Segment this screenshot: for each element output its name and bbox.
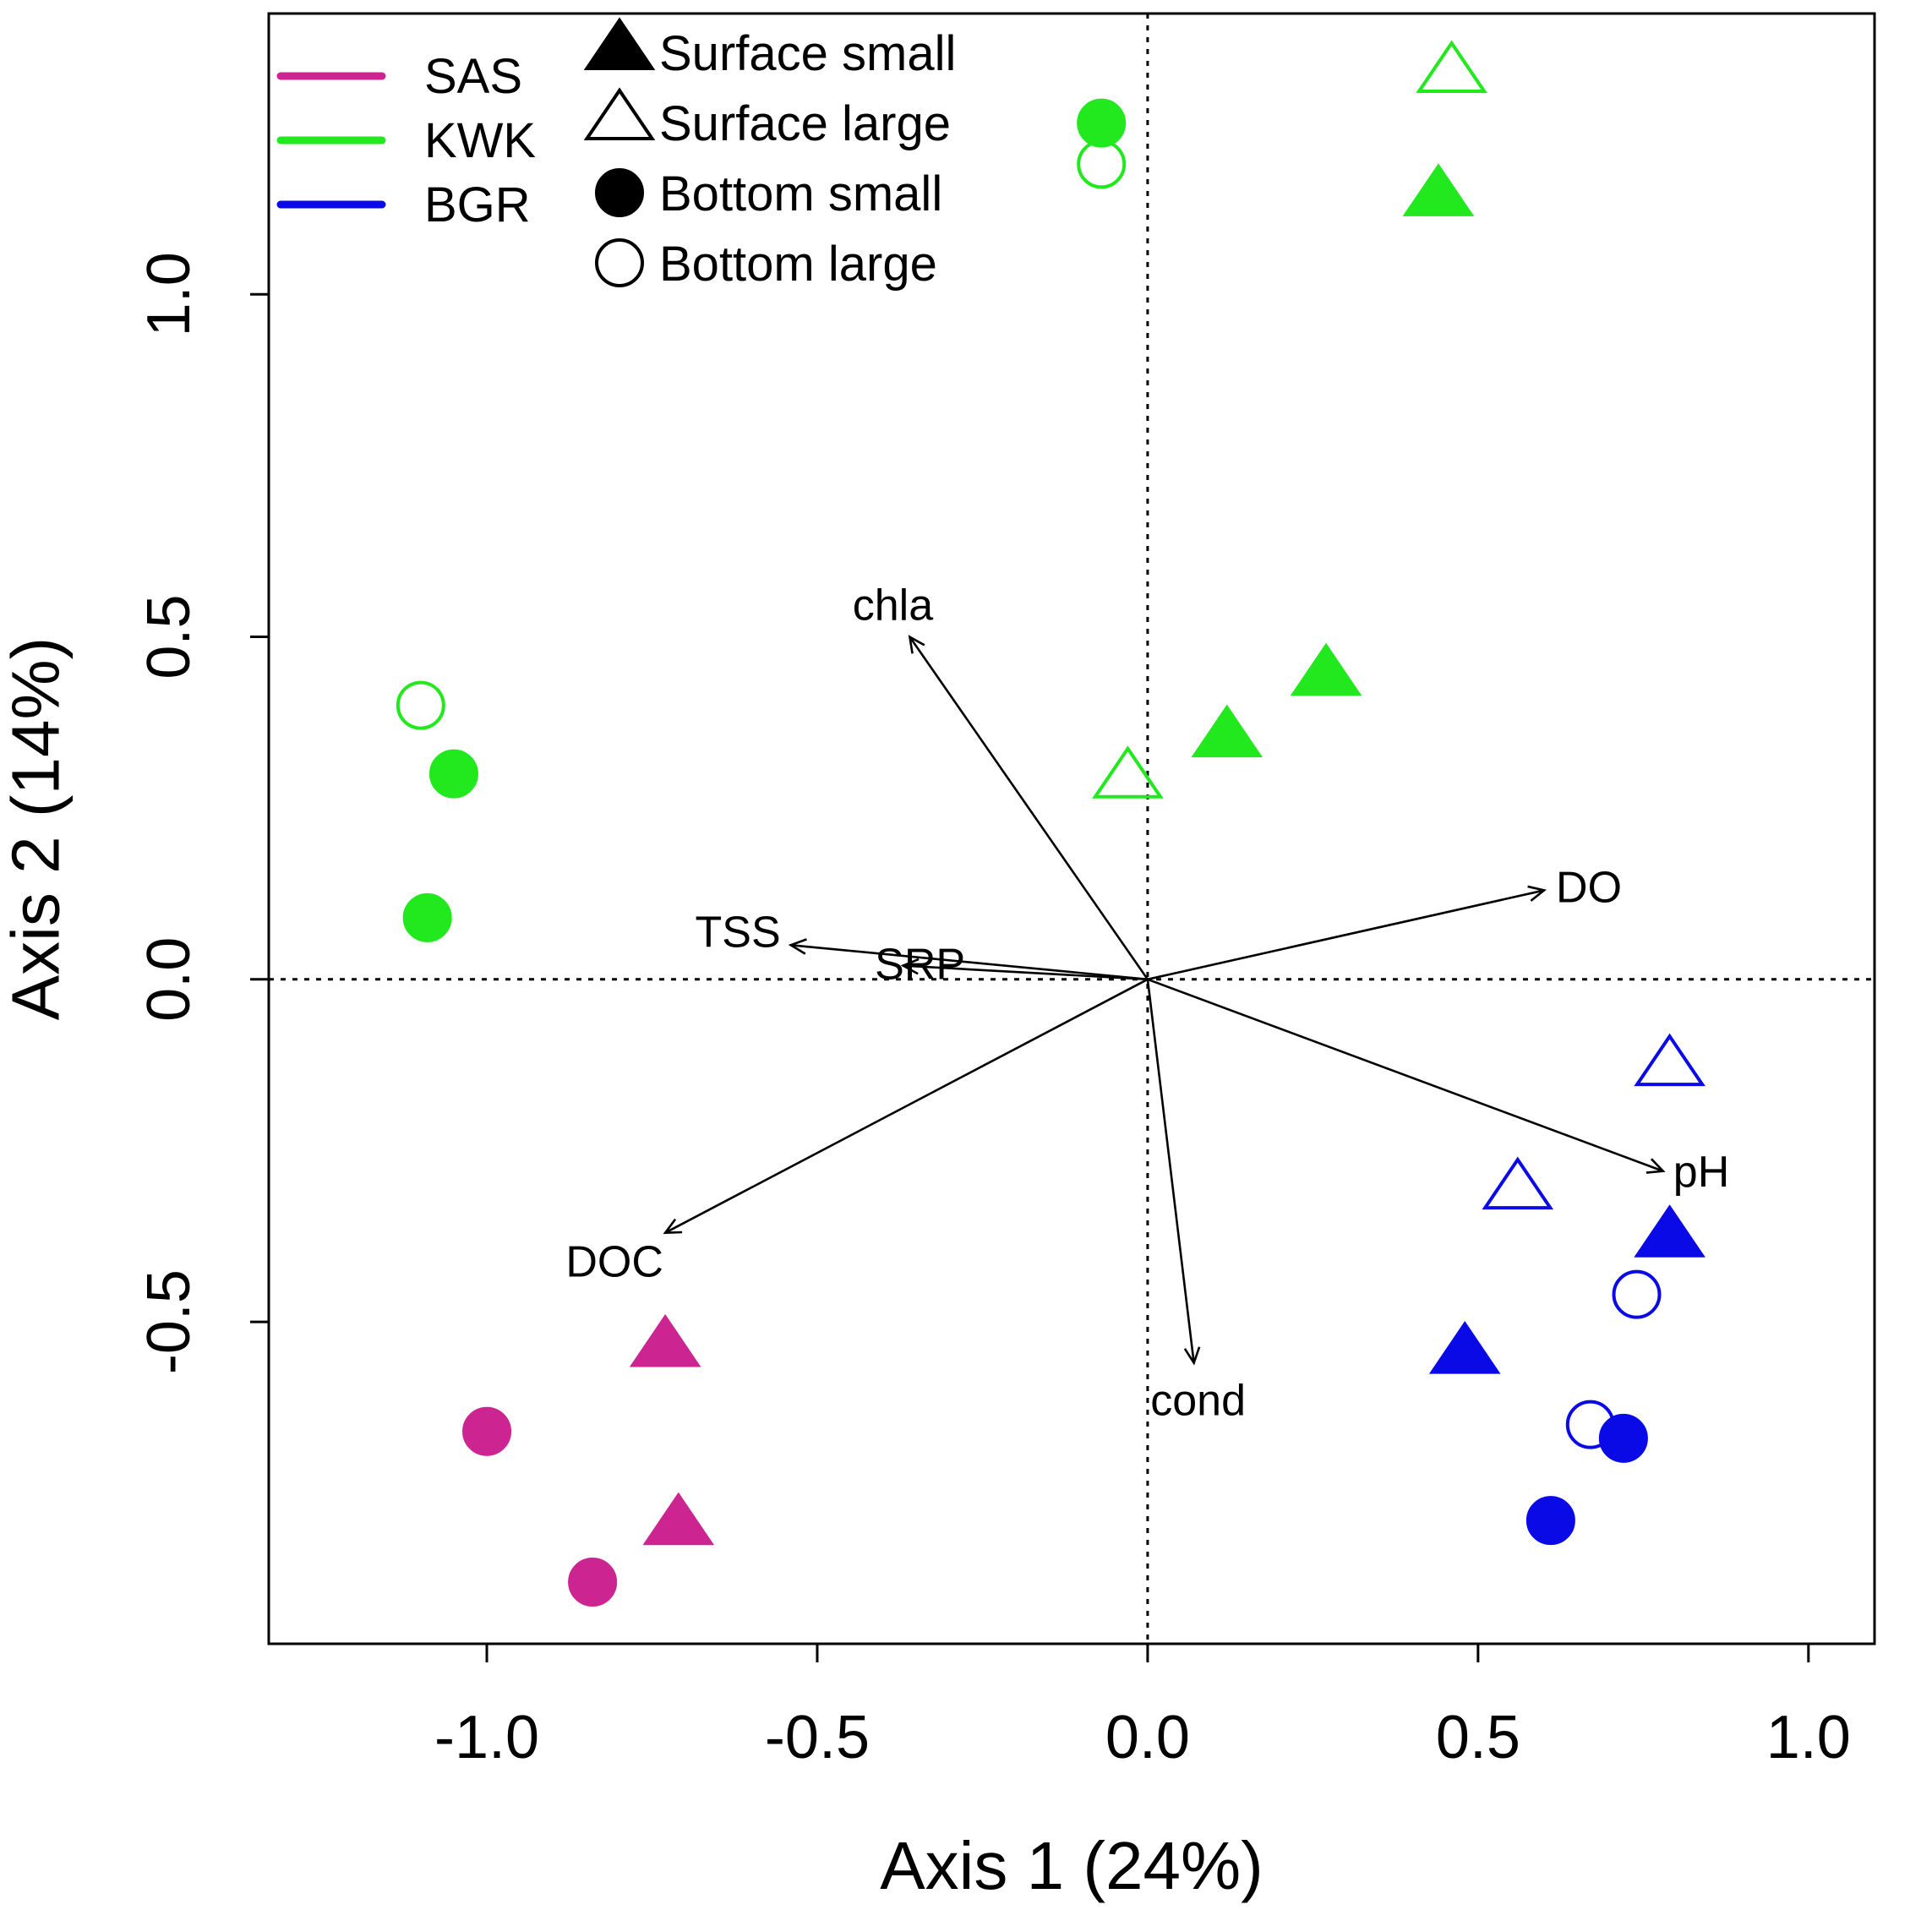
vector-label-ph: pH — [1673, 1148, 1729, 1197]
axes: -1.0 -0.5 0.0 0.5 1.0 -0.5 0.0 0.5 1.0 — [135, 252, 1851, 1771]
vector-arrowhead-ph — [1645, 1158, 1666, 1174]
legend-label-bottom-small: Bottom small — [659, 166, 942, 221]
bgr-surface-small-point — [1428, 1321, 1501, 1374]
bgr-bottom-large-point — [1612, 1269, 1662, 1319]
vector-arrowhead-do — [1527, 885, 1547, 902]
vector-line-srp — [903, 964, 1148, 981]
vector-label-srp: SRP — [875, 941, 965, 990]
legend-label-kwk: KWK — [424, 113, 536, 168]
x-tick-label: -0.5 — [765, 1704, 870, 1771]
bgr-bottom-small-point — [1598, 1413, 1648, 1463]
vector-arrowhead-chla — [908, 635, 925, 654]
kwk-surface-large-point — [1416, 40, 1487, 93]
x-axis-title: Axis 1 (24%) — [880, 1828, 1263, 1903]
vector-line-ph — [1147, 978, 1664, 1172]
vector-label-tss: TSS — [696, 908, 781, 957]
vector-line-cond — [1146, 979, 1195, 1363]
kwk-surface-small-point — [1290, 642, 1362, 696]
vector-line-do — [1147, 889, 1545, 981]
legend-symbol-bottom-large — [595, 238, 644, 287]
vector-arrowhead-cond — [1183, 1346, 1201, 1366]
y-tick-label: 1.0 — [135, 252, 203, 336]
y-tick-label: 0.5 — [135, 595, 203, 679]
legend-symbol-surface-large — [583, 87, 656, 140]
kwk-bottom-small-point — [1077, 98, 1127, 148]
legend-symbol-bottom-small — [595, 168, 644, 217]
bgr-bottom-small-point — [1525, 1496, 1575, 1546]
sas-surface-small-point — [642, 1492, 715, 1546]
bgr-surface-small-point — [1634, 1204, 1706, 1258]
legend-label-surface-small: Surface small — [659, 26, 956, 81]
legend-label-surface-large: Surface large — [659, 96, 951, 151]
kwk-surface-small-point — [1191, 704, 1263, 758]
bgr-surface-large-point — [1634, 1033, 1706, 1087]
legend-symbol-surface-small — [583, 17, 656, 70]
vector-arrowhead-tss — [788, 938, 807, 955]
vector-line-tss — [790, 943, 1149, 981]
kwk-bottom-large-point — [1077, 139, 1127, 189]
vector-label-cond: cond — [1150, 1377, 1246, 1426]
vector-label-do: DO — [1556, 863, 1622, 912]
x-tick-label: 0.0 — [1105, 1704, 1190, 1771]
kwk-surface-large-point — [1092, 745, 1164, 799]
x-tick-label: 1.0 — [1766, 1704, 1851, 1771]
y-axis-title: Axis 2 (14%) — [0, 637, 74, 1020]
data-points — [396, 40, 1706, 1607]
legend-label-sas: SAS — [424, 49, 522, 104]
sas-bottom-small-point — [462, 1406, 512, 1456]
y-tick-label: 0.0 — [135, 937, 203, 1022]
vector-arrowhead-srp — [900, 958, 920, 975]
kwk-surface-small-point — [1402, 163, 1475, 216]
kwk-bottom-small-point — [428, 749, 478, 799]
legend-sites: SAS KWK BGR — [276, 49, 536, 232]
legend-label-bottom-large: Bottom large — [659, 237, 937, 292]
plot-frame — [267, 12, 1876, 1645]
vector-line-chla — [909, 636, 1149, 980]
x-tick-label: 0.5 — [1436, 1704, 1520, 1771]
y-tick-label: -0.5 — [135, 1269, 203, 1374]
legend-label-bgr: BGR — [424, 177, 531, 232]
kwk-bottom-small-point — [402, 892, 452, 942]
sas-bottom-small-point — [568, 1558, 618, 1607]
x-tick-label: -1.0 — [434, 1704, 539, 1771]
sas-surface-small-point — [629, 1313, 701, 1367]
kwk-bottom-large-point — [396, 680, 445, 730]
vector-line-doc — [664, 978, 1149, 1234]
vector-label-chla: chla — [853, 581, 933, 630]
reference-lines — [269, 14, 1875, 1644]
vector-label-doc: DOC — [565, 1238, 663, 1287]
bgr-surface-large-point — [1482, 1156, 1554, 1210]
environmental-vectors: chla DO TSS SRP pH DOC cond — [565, 581, 1729, 1426]
legend-types: Surface small Surface large Bottom small Bo… — [583, 17, 956, 292]
vector-arrowhead-doc — [663, 1218, 683, 1235]
